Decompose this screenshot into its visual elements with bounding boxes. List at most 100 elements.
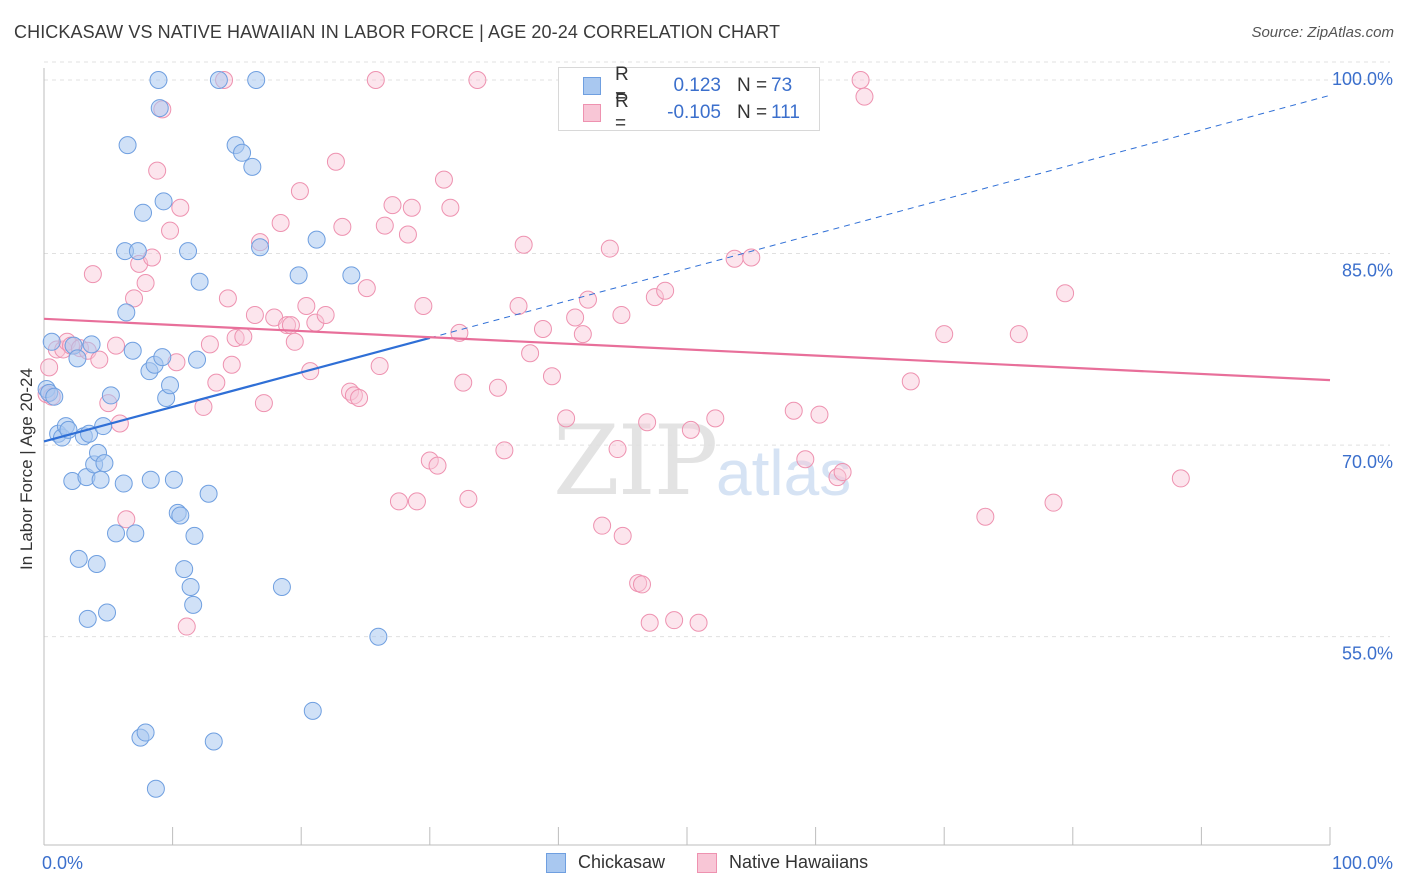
chickasaw-point <box>107 524 126 543</box>
hawaiian-point <box>608 440 627 459</box>
y-tick-label: 85.0% <box>1342 261 1393 281</box>
hawaiian-point <box>375 216 394 235</box>
hawaiian-point <box>271 214 290 233</box>
hawaiian-point <box>407 492 426 511</box>
watermark-zip: ZIP <box>553 405 718 517</box>
chickasaw-point <box>184 595 203 614</box>
chickasaw-point <box>123 341 142 360</box>
legend-swatch-chickasaw <box>583 77 601 95</box>
series-legend: Chickasaw Native Hawaiians <box>546 852 900 873</box>
hawaiian-point <box>593 516 612 535</box>
chickasaw-point <box>154 192 173 211</box>
hawaiian-point <box>441 198 460 217</box>
hawaiian-point <box>796 450 815 469</box>
chickasaw-point <box>209 71 228 89</box>
chickasaw-point <box>188 350 207 369</box>
chickasaw-point <box>179 242 198 261</box>
hawaiian-point <box>976 507 995 526</box>
chickasaw-point <box>91 470 110 489</box>
hawaiian-point <box>600 239 619 258</box>
hawaiian-point <box>833 463 852 482</box>
hawaiian-point <box>90 350 109 369</box>
hawaiian-point <box>290 182 309 201</box>
chickasaw-point <box>45 387 64 406</box>
hawaiian-point <box>454 373 473 392</box>
hawaiian-point <box>414 297 433 316</box>
legend-r-value: 0.123 <box>673 75 721 96</box>
hawaiian-point <box>383 196 402 215</box>
chickasaw-point <box>153 348 172 367</box>
hawaiian-point <box>370 357 389 376</box>
chickasaw-point <box>87 554 106 573</box>
hawaiian-point <box>725 249 744 268</box>
y-tick-label: 100.0% <box>1332 69 1393 89</box>
hawaiian-point <box>488 378 507 397</box>
hawaiian-point <box>366 71 385 89</box>
hawaiian-point <box>640 613 659 632</box>
chickasaw-point <box>164 470 183 489</box>
hawaiian-point <box>344 386 363 405</box>
legend-item-hawaiian[interactable]: Native Hawaiians <box>697 852 868 873</box>
hawaiian-point <box>171 198 190 217</box>
hawaiian-point <box>1056 284 1075 303</box>
chickasaw-point <box>369 627 388 646</box>
hawaiian-point <box>125 289 144 308</box>
chickasaw-point <box>251 238 270 257</box>
hawaiian-point <box>161 221 180 240</box>
hawaiian-point <box>645 288 664 307</box>
hawaiian-point <box>851 71 870 89</box>
hawaiian-point <box>389 492 408 511</box>
hawaiian-point <box>218 289 237 308</box>
chickasaw-point <box>69 549 88 568</box>
chickasaw-point <box>42 332 61 351</box>
legend-item-chickasaw[interactable]: Chickasaw <box>546 852 665 873</box>
chickasaw-point <box>171 506 190 525</box>
hawaiian-point <box>428 456 447 475</box>
chickasaw-point <box>150 99 169 118</box>
hawaiian-point <box>665 611 684 630</box>
chickasaw-point <box>141 470 160 489</box>
chickasaw-trend-extension <box>429 94 1331 339</box>
chickasaw-point <box>126 524 145 543</box>
hawaiian-point <box>901 372 920 391</box>
hawaiian-point <box>357 279 376 298</box>
hawaiian-point <box>117 510 136 529</box>
legend-swatch-hawaiian <box>583 104 601 122</box>
hawaiian-point <box>83 265 102 284</box>
chickasaw-point <box>289 266 308 285</box>
hawaiian-point <box>1171 469 1190 488</box>
hawaiian-point <box>509 297 528 316</box>
hawaiian-point <box>222 355 241 374</box>
legend-n-label: N = <box>737 75 768 96</box>
chickasaw-point <box>190 272 209 291</box>
chickasaw-point <box>303 701 322 720</box>
legend-n-value: 111 <box>771 102 800 123</box>
legend-r-label: R = <box>615 91 629 134</box>
hawaiian-point <box>297 297 316 316</box>
chickasaw-point <box>272 577 291 596</box>
chickasaw-point <box>101 386 120 405</box>
hawaiian-point <box>681 420 700 439</box>
chart-title: CHICKASAW VS NATIVE HAWAIIAN IN LABOR FO… <box>14 22 781 42</box>
y-axis-label: In Labor Force | Age 20-24 <box>17 368 36 570</box>
hawaiian-point <box>810 405 829 424</box>
legend-label-hawaiian: Native Hawaiians <box>729 852 869 872</box>
chart-source: Source: ZipAtlas.com <box>1251 24 1394 41</box>
hawaiian-point <box>495 441 514 460</box>
chickasaw-point <box>185 526 204 545</box>
hawaiian-point <box>316 305 335 324</box>
hawaiian-point <box>533 320 552 339</box>
y-tick-label: 70.0% <box>1342 452 1393 472</box>
hawaiian-point <box>828 468 847 487</box>
hawaiian-point <box>557 409 576 428</box>
hawaiian-point <box>935 325 954 344</box>
chickasaw-point <box>149 71 168 89</box>
hawaiian-point <box>434 170 453 189</box>
chickasaw-point <box>118 136 137 155</box>
chickasaw-point <box>95 454 114 473</box>
hawaiian-point <box>689 613 708 632</box>
hawaiian-point <box>459 489 478 508</box>
legend-row-hawaiian: R = -0.105 N = 111 <box>583 91 811 134</box>
chickasaw-point <box>181 577 200 596</box>
